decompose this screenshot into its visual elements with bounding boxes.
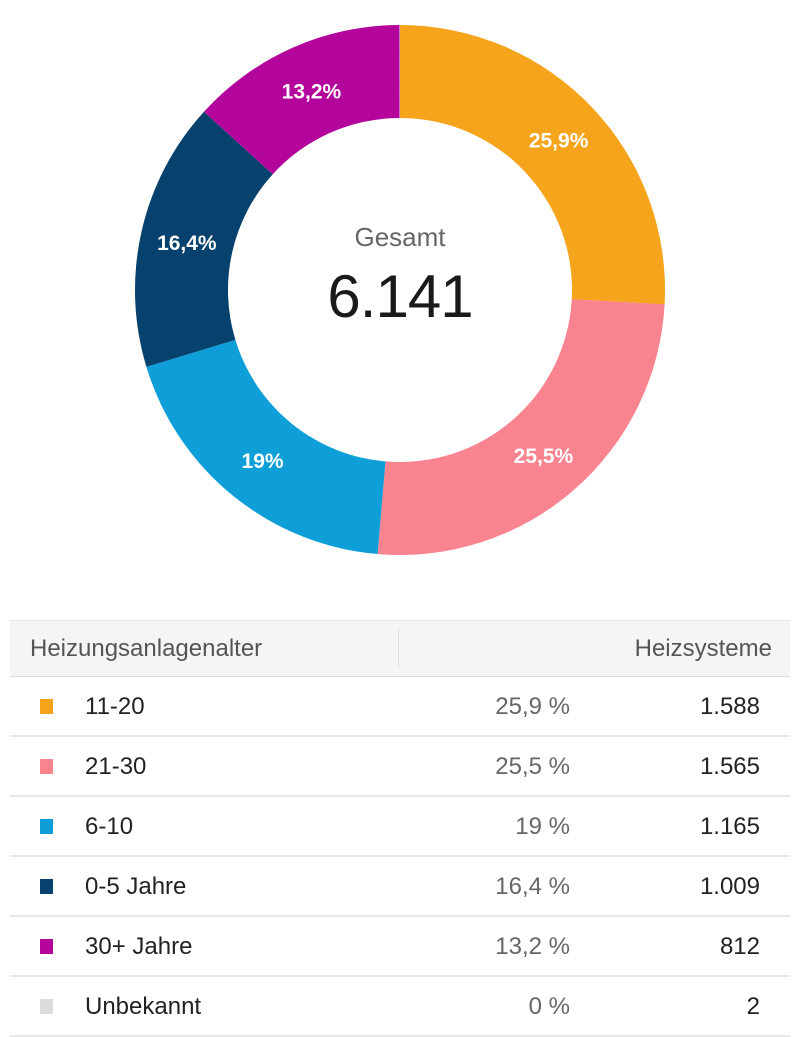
count-value: 1.165 — [699, 813, 760, 840]
donut-slice[interactable] — [203, 25, 400, 175]
donut-slice[interactable] — [400, 25, 666, 305]
count-value: 1.588 — [699, 693, 760, 720]
total-label: Gesamt — [354, 222, 446, 252]
percent-value: 19 % — [515, 813, 570, 840]
donut-slice[interactable] — [146, 339, 386, 555]
table-row[interactable]: 30+ Jahre 13,2 % 812 — [10, 917, 790, 977]
slice-percent-label: 25,9% — [529, 130, 589, 153]
count-value: 812 — [719, 933, 760, 960]
legend-table: Heizungsanlagenalter Heizsysteme 11-20 2… — [10, 620, 790, 1037]
table-header: Heizungsanlagenalter Heizsysteme — [10, 620, 790, 677]
color-swatch — [40, 699, 53, 714]
donut-slice[interactable] — [135, 111, 273, 367]
donut-slice[interactable] — [399, 25, 400, 119]
color-swatch — [40, 879, 53, 894]
table-row[interactable]: 11-20 25,9 % 1.588 — [10, 677, 790, 737]
table-row[interactable]: 6-10 19 % 1.165 — [10, 797, 790, 857]
category-label: 30+ Jahre — [85, 933, 193, 960]
category-label: Unbekannt — [85, 993, 202, 1020]
donut-chart: 25,9% 25,5% 19% 16,4% 13,2% — [135, 25, 666, 555]
color-swatch — [40, 819, 53, 834]
slice-percent-label: 16,4% — [157, 232, 217, 255]
category-label: 21-30 — [85, 753, 147, 780]
donut-slice[interactable] — [377, 299, 665, 555]
column-header-count[interactable]: Heizsysteme — [634, 635, 772, 662]
table-row[interactable]: 21-30 25,5 % 1.565 — [10, 737, 790, 797]
color-swatch — [40, 939, 53, 954]
percent-value: 25,5 % — [495, 753, 570, 780]
count-value: 1.565 — [699, 753, 760, 780]
color-swatch — [40, 999, 53, 1014]
table-row[interactable]: Unbekannt 0 % 2 — [10, 977, 790, 1037]
percent-value: 13,2 % — [495, 933, 570, 960]
total-value: 6.141 — [327, 263, 473, 330]
color-swatch — [40, 759, 53, 774]
slice-percent-label: 19% — [242, 450, 284, 473]
count-value: 2 — [746, 993, 760, 1020]
count-value: 1.009 — [699, 873, 760, 900]
table-row[interactable]: 0-5 Jahre 16,4 % 1.009 — [10, 857, 790, 917]
slice-percent-label: 25,5% — [514, 445, 574, 468]
column-divider — [398, 629, 399, 667]
category-label: 0-5 Jahre — [85, 873, 187, 900]
percent-value: 25,9 % — [495, 693, 570, 720]
percent-value: 0 % — [528, 993, 570, 1020]
category-label: 6-10 — [85, 813, 134, 840]
slice-percent-label: 13,2% — [282, 80, 342, 103]
column-header-category[interactable]: Heizungsanlagenalter — [30, 635, 263, 662]
percent-value: 16,4 % — [495, 873, 570, 900]
category-label: 11-20 — [85, 693, 145, 720]
